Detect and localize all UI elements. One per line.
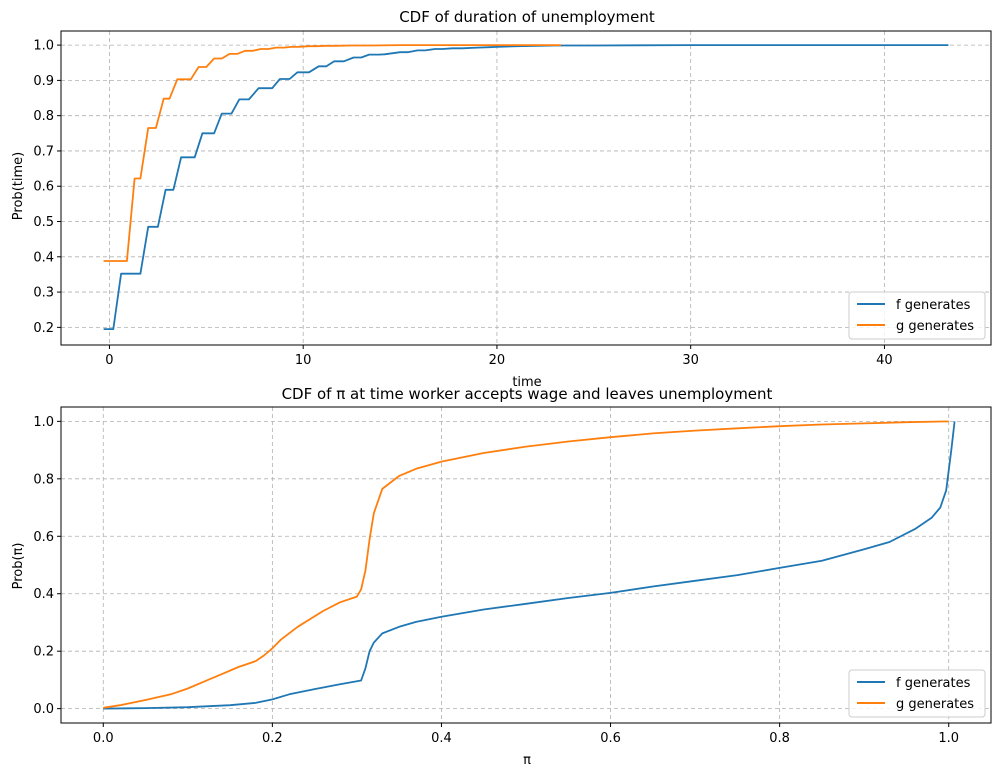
x-axis-label: π [523,753,531,768]
x-tick-label: 20 [489,353,506,368]
x-tick-label: 0.6 [600,731,621,746]
x-tick-label: 10 [295,353,312,368]
legend-label-g: g generates [896,697,974,712]
y-tick-label: 0.8 [33,109,54,124]
plot-frame [60,406,992,724]
series-line-g-generates [103,420,949,709]
x-axis-label: time [512,375,541,390]
y-tick-label: 0.7 [33,144,54,159]
y-tick-label: 0.4 [33,250,54,265]
y-axis-label: Prob(π) [11,543,26,590]
y-tick-label: 1.0 [33,39,54,54]
y-tick-label: 0.9 [33,74,54,89]
legend-label-f: f generates [896,298,971,313]
chart-title: CDF of π at time worker accepts wage and… [282,385,773,403]
y-axis-label: Prob(time) [11,152,26,220]
x-tick-label: 30 [682,353,699,368]
series-layer [103,44,949,331]
y-tick-label: 1.0 [33,415,54,430]
y-tick-label: 0.3 [33,286,54,301]
chart-pi-cdf: CDF of π at time worker accepts wage and… [11,385,992,768]
y-tick-label: 0.4 [33,587,54,602]
legend-label-g: g generates [896,319,974,334]
plot-frame [60,30,992,346]
x-tick-label: 0.4 [431,731,452,746]
y-tick-label: 0.6 [33,180,54,195]
legend: f generates g generates [848,669,986,718]
x-tick-label: 0 [105,353,113,368]
ticks: 0.0 0.2 0.4 0.6 0.8 1.0 0.0 0.2 0.4 0.6 0.8 1.0 [33,415,959,746]
x-tick-label: 0.0 [93,731,114,746]
grid [61,407,991,723]
x-tick-label: 0.2 [262,731,283,746]
y-tick-label: 0.0 [33,702,54,717]
x-tick-label: 0.8 [769,731,790,746]
series-layer [103,420,956,710]
ticks: 0 10 20 30 40 0.2 0.3 0.4 0.5 0.6 0.7 0.8 0.9 1.0 [33,39,892,368]
series-line-f-generates [103,44,949,331]
x-tick-label: 40 [876,353,893,368]
chart-duration-cdf: CDF of duration of unemployment time Pro… [11,8,992,390]
x-tick-label: 1.0 [938,731,959,746]
series-line-f-generates [103,421,956,710]
legend-label-f: f generates [896,676,971,691]
chart-title: CDF of duration of unemployment [399,8,655,26]
y-tick-label: 0.6 [33,530,54,545]
y-tick-label: 0.5 [33,215,54,230]
y-tick-label: 0.2 [33,645,54,660]
y-tick-label: 0.8 [33,472,54,487]
series-line-g-generates [103,44,561,262]
y-tick-label: 0.2 [33,321,54,336]
legend: f generates g generates [848,291,986,340]
